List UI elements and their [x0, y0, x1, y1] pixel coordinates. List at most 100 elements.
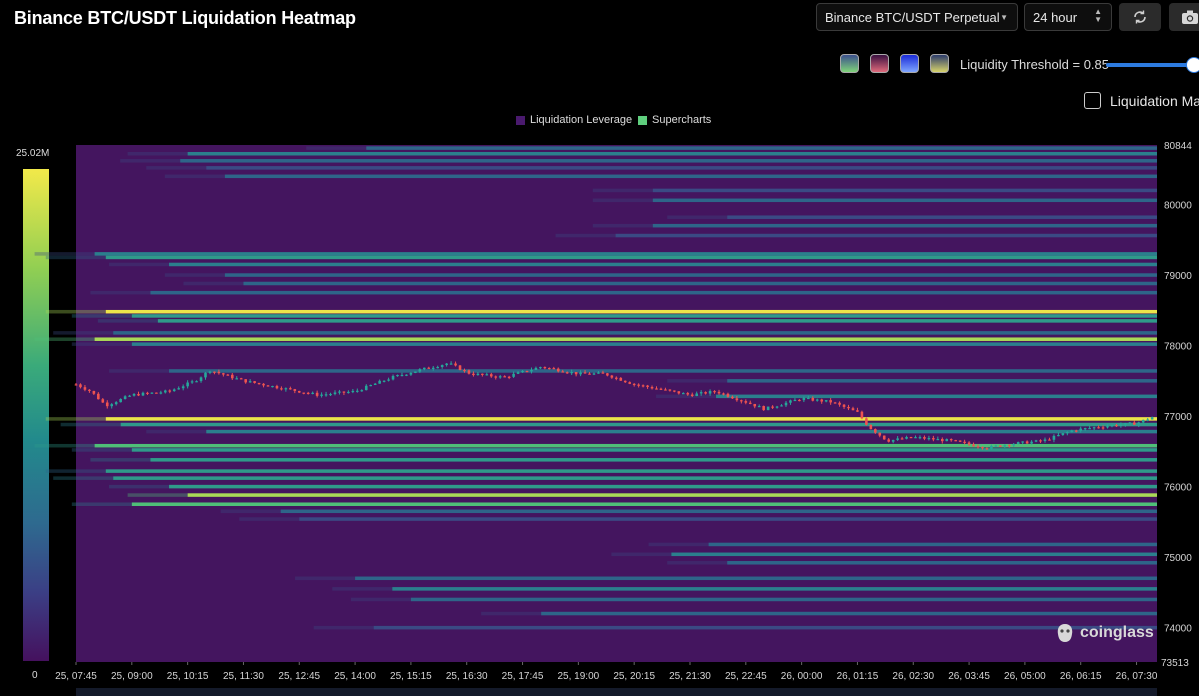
heatmap-band	[131, 342, 1158, 346]
pair-select[interactable]: Binance BTC/USDT Perpetual ▼	[816, 3, 1018, 31]
candlestick	[1039, 440, 1042, 442]
x-axis-tick-label: 26, 07:30	[1116, 671, 1158, 682]
heatmap-band-fade	[34, 337, 95, 341]
heatmap-band-fade	[45, 417, 106, 421]
candlestick	[141, 392, 145, 396]
candlestick	[793, 399, 797, 402]
candlestick	[150, 392, 154, 394]
candlestick	[838, 402, 841, 405]
candlestick	[784, 402, 788, 406]
candlestick	[481, 373, 484, 375]
candlestick	[552, 368, 556, 370]
candlestick	[1061, 433, 1065, 435]
candlestick	[472, 373, 475, 376]
heatmap-band-fade	[306, 146, 367, 150]
heatmap-band	[716, 394, 1157, 399]
candlestick	[534, 367, 538, 370]
candlestick	[731, 396, 734, 399]
heatmap-band-fade	[183, 281, 244, 286]
candlestick	[485, 374, 489, 376]
candlestick	[324, 394, 328, 396]
refresh-button[interactable]	[1119, 3, 1161, 31]
candlestick	[592, 373, 596, 375]
candlestick	[722, 393, 725, 395]
heatmap-band-fade	[71, 314, 132, 318]
candlestick	[436, 366, 439, 369]
candlestick	[79, 384, 82, 388]
palette-swatch-magma[interactable]	[870, 54, 889, 73]
candlestick	[217, 371, 221, 374]
heatmap-band	[113, 476, 1158, 480]
heatmap-band	[120, 422, 1157, 427]
candlestick	[476, 373, 480, 376]
candlestick	[860, 411, 864, 419]
heatmap-band-fade	[350, 597, 411, 602]
liquidation-map-checkbox[interactable]	[1084, 92, 1101, 109]
legend-item-supercharts[interactable]: Supercharts	[638, 114, 711, 126]
palette-swatch-cividis[interactable]	[930, 54, 949, 73]
heatmap-band-fade	[592, 223, 653, 228]
range-scroller[interactable]	[76, 688, 1157, 696]
candlestick	[391, 375, 395, 380]
candlestick	[659, 388, 663, 390]
candlestick	[1124, 422, 1127, 425]
candlestick	[690, 394, 694, 396]
candlestick	[972, 444, 975, 447]
heatmap-band	[355, 576, 1157, 581]
x-axis-tick-label: 26, 01:15	[837, 671, 879, 682]
legend-item-leverage[interactable]: Liquidation Leverage	[516, 114, 632, 126]
candlestick	[302, 392, 306, 394]
candlestick	[235, 378, 239, 380]
candlestick	[668, 389, 672, 391]
candlestick	[507, 376, 511, 378]
candlestick	[958, 440, 962, 442]
x-axis-tick-label: 25, 12:45	[278, 671, 320, 682]
candlestick	[923, 437, 926, 439]
candlestick	[414, 371, 417, 373]
candlestick	[525, 370, 529, 373]
heatmap-band	[131, 502, 1158, 507]
candlestick	[356, 390, 359, 392]
range-select[interactable]: 24 hour ▲ ▼	[1024, 3, 1112, 31]
candlestick	[905, 436, 908, 439]
camera-button[interactable]	[1169, 3, 1199, 31]
candlestick	[932, 438, 935, 440]
heatmap-band-fade	[667, 379, 728, 383]
candlestick	[123, 396, 127, 399]
heatmap-band	[150, 290, 1157, 295]
candlestick	[230, 374, 234, 379]
threshold-slider-thumb[interactable]	[1186, 57, 1199, 73]
candlestick	[467, 370, 471, 374]
palette-swatch-blue[interactable]	[900, 54, 919, 73]
candlestick	[311, 392, 314, 394]
candlestick	[748, 402, 752, 404]
candlestick	[753, 403, 757, 407]
heatmap-band	[150, 458, 1157, 462]
candlestick	[1133, 422, 1136, 425]
candlestick	[1079, 428, 1083, 431]
heatmap-band	[727, 561, 1157, 565]
palette-swatch-viridis[interactable]	[840, 54, 859, 73]
pair-select-value: Binance BTC/USDT Perpetual	[825, 9, 1000, 25]
heatmap-band-fade	[45, 469, 106, 473]
candlestick	[369, 384, 373, 387]
candlestick	[896, 438, 899, 440]
candlestick	[1043, 439, 1047, 442]
candlestick	[92, 390, 96, 394]
heatmap-band	[94, 337, 1158, 341]
threshold-slider-track[interactable]	[1106, 63, 1199, 67]
candlestick	[874, 429, 877, 433]
candlestick	[271, 385, 274, 388]
heatmap-band-fade	[313, 625, 374, 630]
candlestick	[798, 399, 801, 402]
y-axis-top-label: 80844	[1164, 141, 1192, 152]
heatmap-band-fade	[34, 252, 95, 256]
candlestick	[829, 400, 832, 403]
x-axis-tick-label: 25, 16:30	[446, 671, 488, 682]
up-down-arrows-icon: ▲ ▼	[1094, 7, 1102, 24]
camera-icon	[1182, 10, 1198, 24]
candlestick	[699, 392, 703, 394]
candlestick	[114, 402, 118, 405]
heatmap-band-fade	[295, 576, 356, 581]
